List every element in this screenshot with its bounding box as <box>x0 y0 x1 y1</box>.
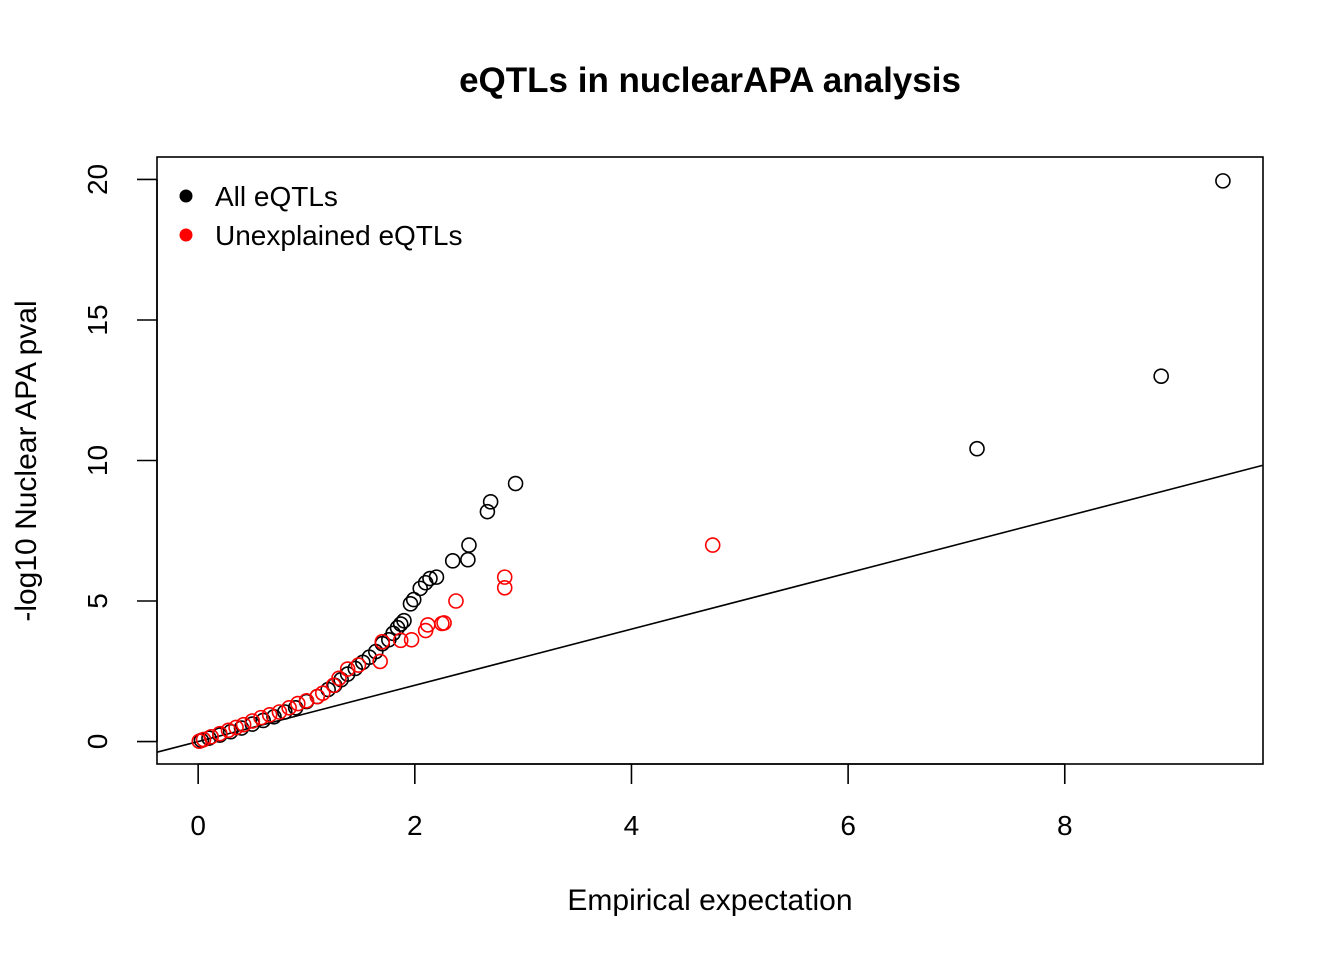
reference-line <box>156 464 1264 753</box>
x-axis-label: Empirical expectation <box>567 884 852 917</box>
data-point <box>496 580 513 596</box>
data-point <box>460 551 476 568</box>
data-point <box>290 695 306 712</box>
x-tick-label: 2 <box>407 810 423 841</box>
data-point <box>339 661 356 677</box>
data-point <box>235 716 252 733</box>
data-point <box>402 596 419 612</box>
legend-marker <box>179 228 193 242</box>
data-point <box>392 616 409 632</box>
x-tick-label: 0 <box>190 810 206 841</box>
data-point <box>448 593 464 609</box>
x-axis: 0 2 4 6 8 <box>190 763 1073 841</box>
data-point <box>507 475 524 492</box>
y-tick-label: 15 <box>82 304 113 335</box>
data-point <box>417 574 434 591</box>
data-point <box>496 569 513 585</box>
y-tick-label: 0 <box>82 734 113 750</box>
data-point <box>461 537 477 553</box>
data-point <box>403 631 420 648</box>
data-point <box>969 440 985 457</box>
x-tick-label: 8 <box>1057 810 1073 841</box>
data-points <box>191 173 1231 750</box>
data-point <box>417 622 434 639</box>
data-point <box>704 537 721 553</box>
data-point <box>191 733 208 750</box>
data-point <box>277 704 293 720</box>
data-point <box>244 713 261 729</box>
series-unexplained-eqtls <box>191 537 721 750</box>
x-tick-label: 6 <box>840 810 856 841</box>
y-axis: 0 5 10 15 20 <box>82 164 158 750</box>
x-tick-label: 4 <box>624 810 640 841</box>
data-point <box>350 657 367 673</box>
y-tick-label: 5 <box>82 593 113 609</box>
y-tick-label: 10 <box>82 445 113 476</box>
legend-label: All eQTLs <box>215 181 338 212</box>
y-tick-label: 20 <box>82 164 113 195</box>
data-point <box>228 719 244 736</box>
data-point <box>271 704 288 720</box>
data-point <box>281 699 297 716</box>
legend-label: Unexplained eQTLs <box>215 220 462 251</box>
data-point <box>1215 173 1231 189</box>
data-point <box>479 503 496 520</box>
data-point <box>444 553 461 569</box>
data-point <box>261 707 278 723</box>
data-point <box>1153 368 1169 384</box>
chart-title: eQTLs in nuclearAPA analysis <box>459 61 961 100</box>
data-point <box>405 591 422 608</box>
plot-area <box>156 173 1264 753</box>
y-axis-label: -log10 Nuclear APA pval <box>10 300 43 621</box>
data-point <box>222 723 239 740</box>
data-point <box>212 725 228 742</box>
data-point <box>253 709 269 726</box>
data-point <box>392 632 409 649</box>
data-point <box>482 494 499 510</box>
series-all-eqtls <box>193 173 1231 749</box>
data-point <box>422 570 438 587</box>
data-point <box>374 633 391 650</box>
data-point <box>298 692 315 709</box>
legend-marker <box>179 189 193 203</box>
data-point <box>220 722 237 739</box>
data-point <box>309 688 326 705</box>
legend: All eQTLs Unexplained eQTLs <box>179 181 462 251</box>
data-point <box>325 677 342 694</box>
data-point <box>372 653 388 670</box>
